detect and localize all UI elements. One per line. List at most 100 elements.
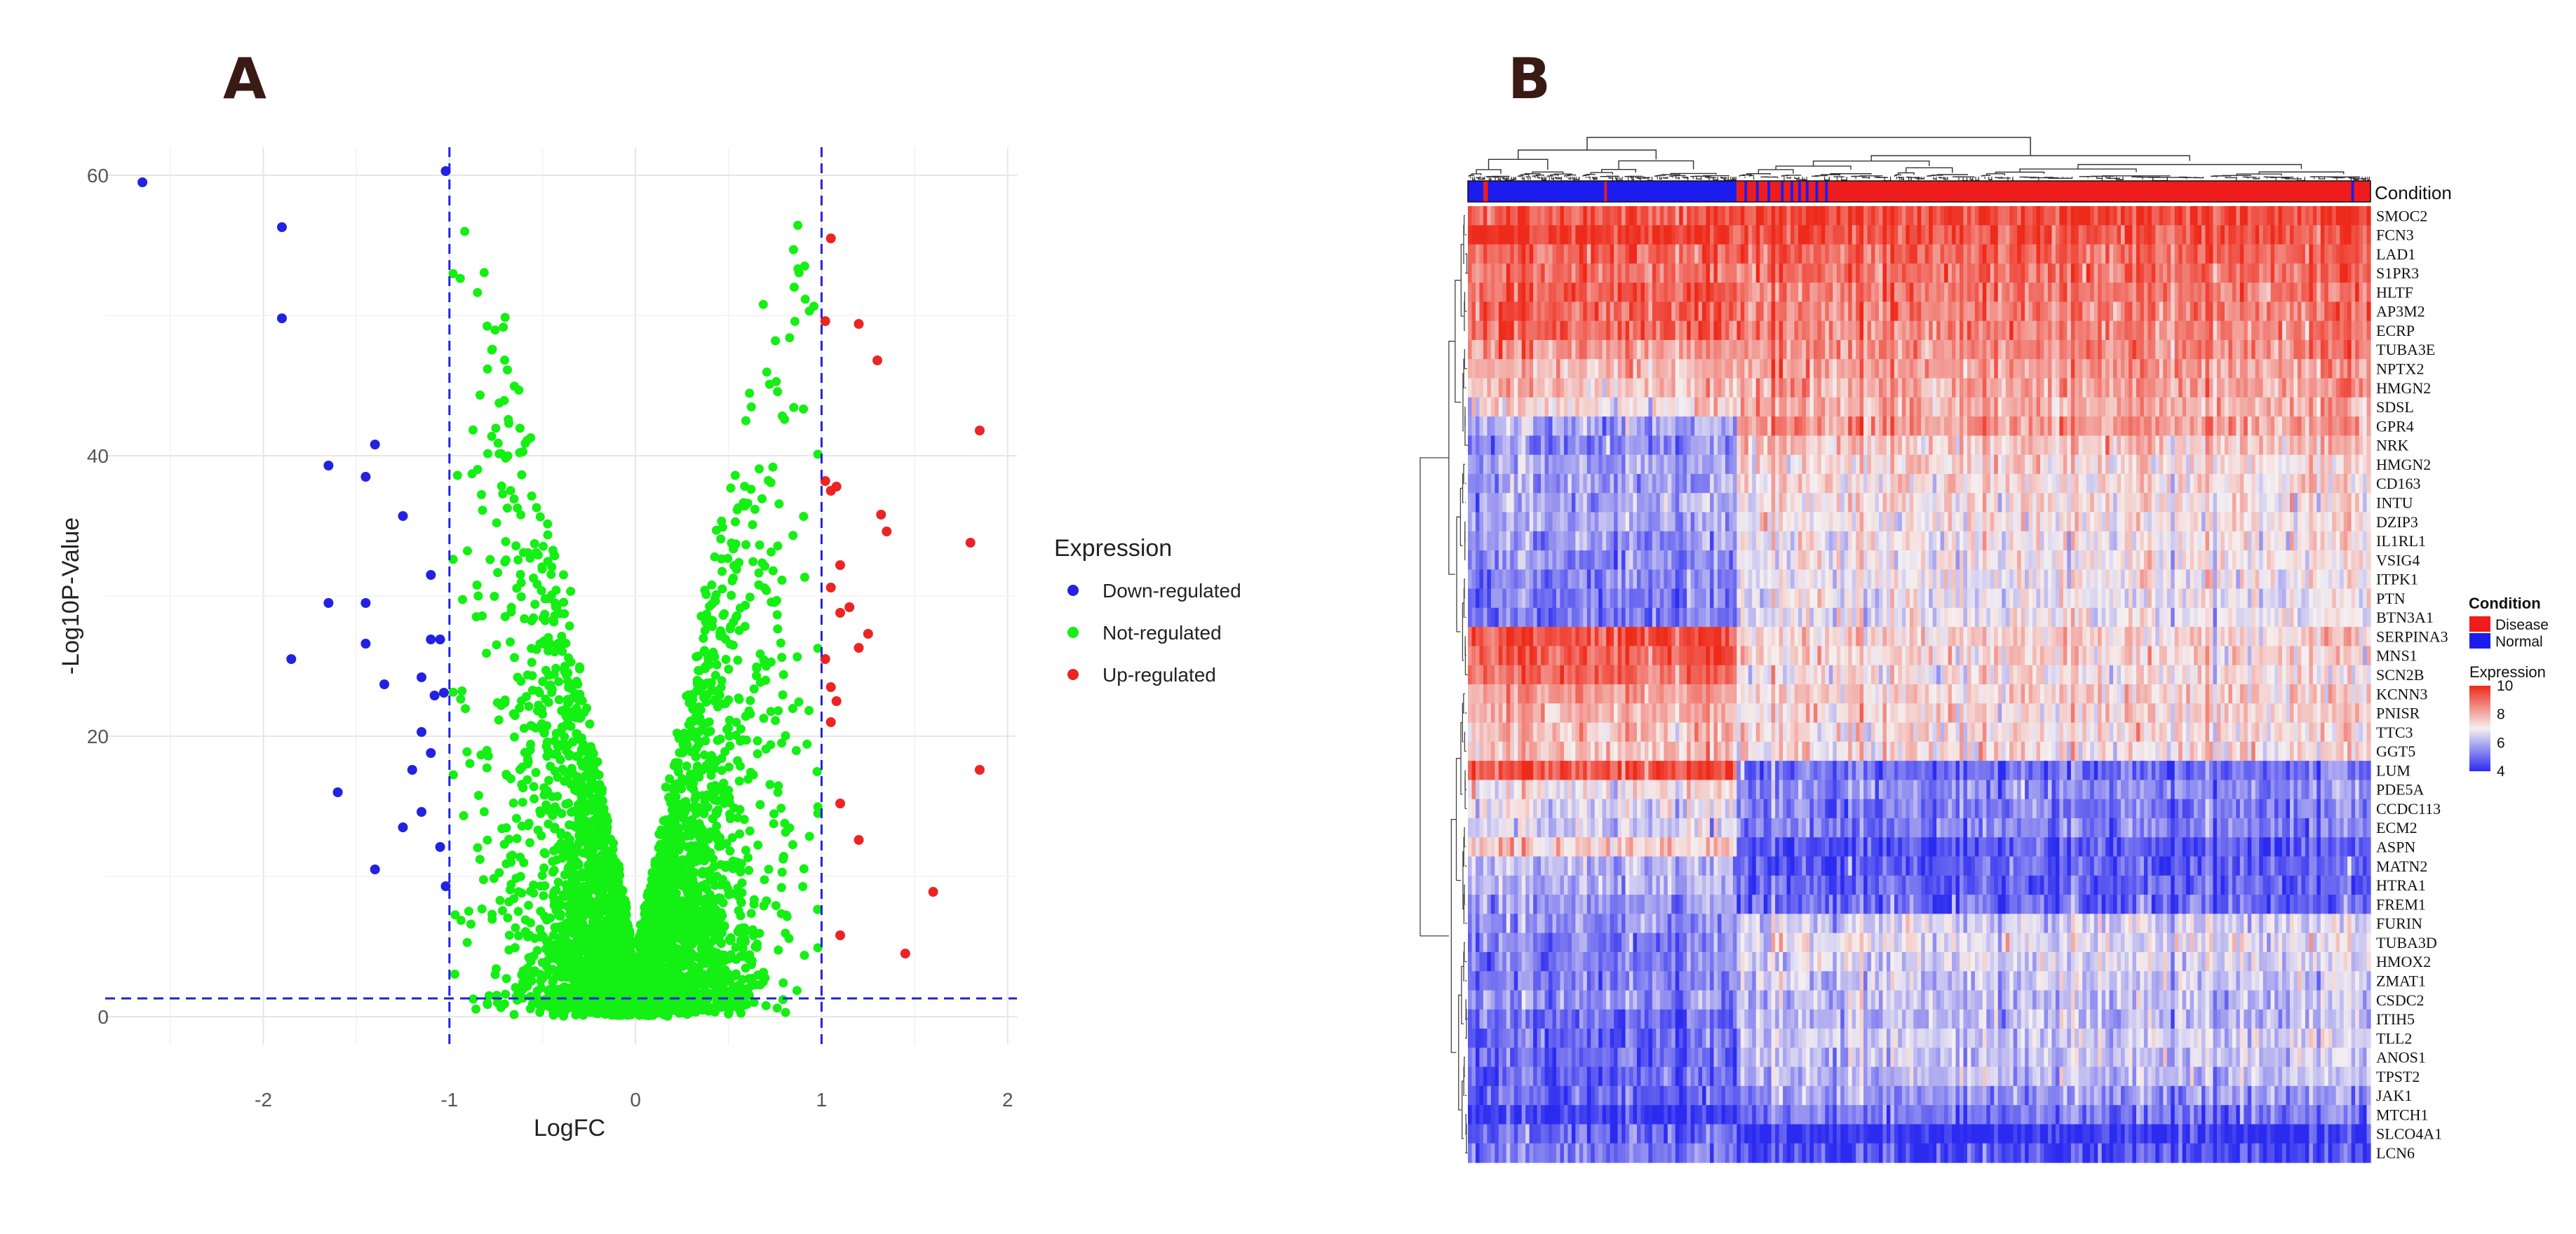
point-not-regulated [748, 520, 757, 529]
heatmap-cell [2347, 225, 2352, 245]
heatmap-cell [2263, 206, 2267, 226]
point-not-regulated [771, 337, 780, 346]
point-not-regulated [700, 856, 709, 865]
column-tree-branch [1630, 177, 1632, 178]
heatmap-cell [1533, 225, 1537, 245]
point-not-regulated [672, 929, 681, 938]
column-tree-branch [1664, 177, 1667, 178]
point-not-regulated [672, 954, 681, 963]
y-tick-label: 0 [97, 1006, 109, 1028]
heatmap-cell [2009, 225, 2014, 245]
point-not-regulated [497, 1003, 506, 1012]
point-not-regulated [483, 449, 492, 459]
point-not-regulated [743, 499, 753, 508]
heatmap-cell [1687, 225, 1691, 245]
heatmap-cell [1598, 225, 1603, 245]
heatmap-cell [1575, 225, 1579, 245]
point-up-regulated [844, 602, 854, 612]
heatmap-cell [1825, 245, 1829, 264]
point-not-regulated [690, 748, 699, 757]
column-tree-branch [1583, 175, 1586, 176]
point-not-regulated [485, 555, 494, 564]
heatmap-cell [1868, 225, 1872, 245]
heatmap-cell [2201, 206, 2206, 226]
point-not-regulated [724, 954, 734, 963]
point-not-regulated [757, 558, 767, 567]
point-not-regulated [523, 933, 532, 942]
point-not-regulated [479, 875, 488, 884]
heatmap-cell [1913, 206, 1917, 226]
heatmap-cell [1564, 225, 1568, 245]
column-tree-branch [2030, 177, 2058, 178]
heatmap-cell [1817, 225, 1821, 245]
heatmap-cell [1967, 225, 1971, 245]
point-not-regulated [504, 835, 513, 844]
heatmap-cell [2059, 206, 2063, 226]
point-not-regulated [453, 471, 462, 480]
heatmap-cell [1910, 206, 1914, 226]
point-not-regulated [516, 677, 525, 686]
heatmap-cell [1567, 245, 1572, 264]
point-not-regulated [536, 809, 545, 818]
point-not-regulated [501, 770, 511, 779]
heatmap-cell [1679, 225, 1683, 245]
point-not-regulated [713, 736, 722, 745]
point-not-regulated [534, 700, 543, 710]
heatmap-cell [2248, 225, 2252, 245]
point-not-regulated [511, 923, 520, 933]
point-not-regulated [609, 857, 618, 866]
point-not-regulated [710, 789, 719, 798]
heatmap-cell [2328, 225, 2333, 245]
point-not-regulated [522, 436, 532, 445]
heatmap-cell [2147, 225, 2152, 245]
point-down-regulated [426, 748, 436, 758]
heatmap-cell [1917, 245, 1922, 264]
column-tree-branch [2253, 178, 2259, 179]
point-not-regulated [483, 764, 492, 773]
heatmap-cell [2244, 225, 2248, 245]
heatmap-cell [2029, 225, 2033, 245]
point-not-regulated [554, 878, 563, 887]
point-up-regulated [835, 799, 845, 808]
point-not-regulated [747, 909, 756, 918]
heatmap-cell [1783, 206, 1787, 226]
heatmap-cell [1933, 206, 1937, 226]
point-not-regulated [563, 961, 572, 970]
point-not-regulated [551, 823, 560, 832]
point-not-regulated [497, 482, 506, 491]
point-not-regulated [682, 913, 692, 922]
point-not-regulated [504, 419, 513, 428]
point-not-regulated [688, 925, 697, 934]
heatmap-cell [1549, 206, 1553, 226]
point-not-regulated [482, 649, 491, 658]
point-not-regulated [483, 836, 492, 845]
point-not-regulated [460, 227, 469, 236]
point-not-regulated [533, 946, 542, 955]
point-not-regulated [554, 677, 563, 686]
point-not-regulated [701, 626, 710, 635]
heatmap-cell [1814, 245, 1818, 264]
point-not-regulated [544, 698, 553, 707]
heatmap-cell [1683, 206, 1687, 226]
point-not-regulated [532, 503, 541, 513]
heatmap-cell [1591, 225, 1595, 245]
heatmap-cell [2144, 206, 2148, 226]
point-not-regulated [706, 727, 715, 736]
heatmap-cell [1483, 206, 1488, 226]
point-not-regulated [551, 585, 560, 595]
heatmap-cell [2317, 206, 2321, 226]
x-tick-label: 1 [816, 1089, 828, 1111]
heatmap-cell [1610, 206, 1614, 226]
point-not-regulated [491, 970, 500, 979]
heatmap-cell [1833, 245, 1837, 264]
heatmap-cell [1798, 206, 1802, 226]
column-tree-branch [2353, 178, 2366, 179]
point-not-regulated [493, 568, 502, 577]
heatmap-cell [1706, 225, 1711, 245]
heatmap-cell [2037, 206, 2041, 226]
heatmap-cell [1956, 225, 1960, 245]
point-not-regulated [539, 864, 548, 873]
point-up-regulated [826, 583, 836, 592]
heatmap-cell [1510, 245, 1514, 264]
heatmap-cell [2352, 225, 2356, 245]
